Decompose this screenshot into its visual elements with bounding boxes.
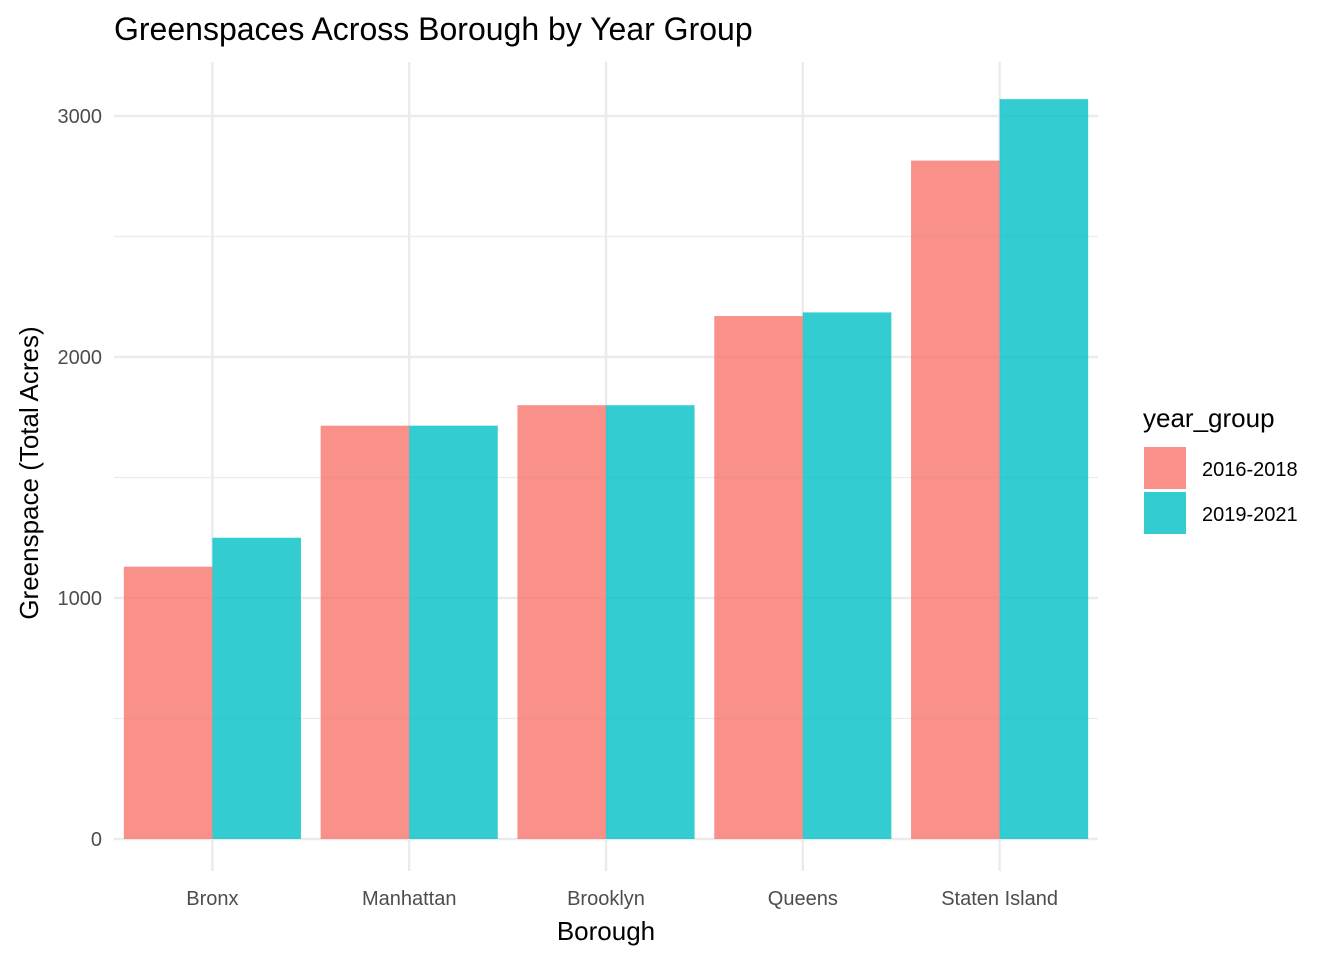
legend-label: 2016-2018 <box>1202 459 1298 481</box>
chart-title: Greenspaces Across Borough by Year Group <box>114 11 753 47</box>
x-tick-label: Queens <box>768 888 838 910</box>
bar-2019-2021-bronx <box>212 537 301 839</box>
y-tick-label: 2000 <box>58 347 103 369</box>
legend-items: 2016-2018 2019-2021 <box>1144 447 1298 534</box>
y-tick-label: 1000 <box>58 588 103 610</box>
x-axis-title: Borough <box>557 916 655 946</box>
x-axis-tick-labels: Bronx Manhattan Brooklyn Queens Staten Islan… <box>186 888 1058 910</box>
bar-2016-2018-brooklyn <box>517 405 606 839</box>
y-axis-title: Greenspace (Total Acres) <box>14 326 44 619</box>
bar-2019-2021-staten-island <box>999 99 1089 839</box>
legend-title: year_group <box>1143 403 1275 433</box>
bars <box>123 99 1089 839</box>
y-tick-label: 3000 <box>58 106 103 128</box>
legend-label: 2019-2021 <box>1202 504 1298 526</box>
bar-2019-2021-brooklyn <box>606 405 695 839</box>
x-tick-label: Brooklyn <box>567 888 645 910</box>
y-tick-label: 0 <box>91 829 102 851</box>
legend-swatch <box>1144 492 1186 534</box>
bar-2019-2021-manhattan <box>409 425 498 839</box>
bar-2016-2018-staten-island <box>911 160 1000 839</box>
legend: year_group 2016-2018 2019-2021 <box>1143 403 1298 534</box>
x-tick-label: Bronx <box>186 888 238 910</box>
x-tick-label: Staten Island <box>941 888 1058 910</box>
y-axis-tick-labels: 0 1000 2000 3000 <box>58 106 103 851</box>
x-tick-label: Manhattan <box>362 888 457 910</box>
bar-2016-2018-queens <box>714 316 803 839</box>
bar-2016-2018-manhattan <box>320 425 410 839</box>
legend-swatch <box>1144 447 1186 489</box>
bar-2016-2018-bronx <box>123 566 213 839</box>
bar-2019-2021-queens <box>802 312 892 839</box>
